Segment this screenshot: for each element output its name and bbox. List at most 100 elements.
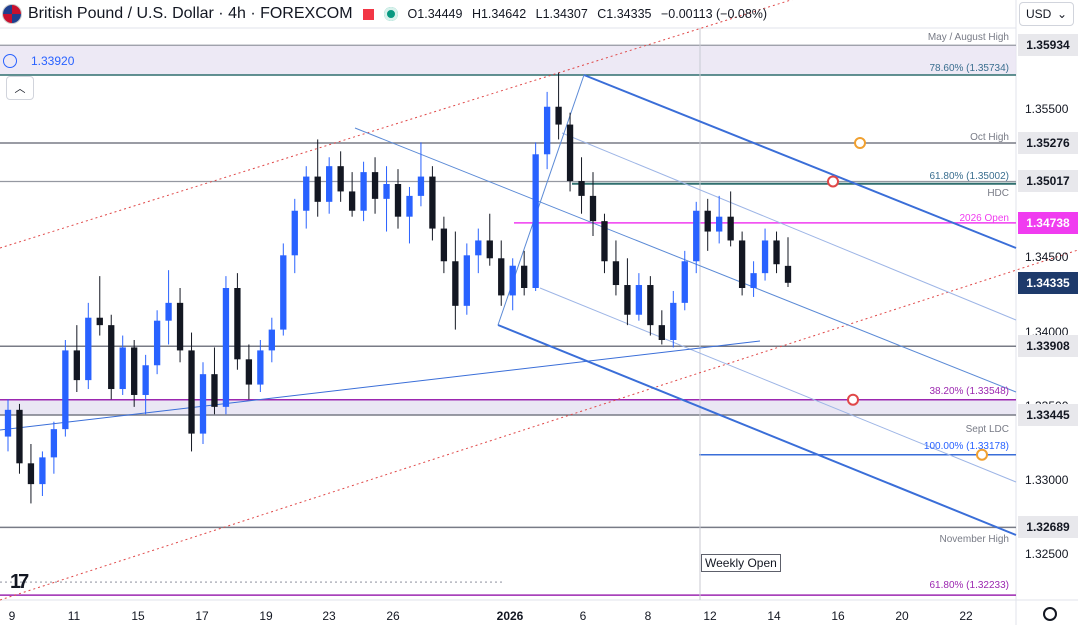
candle-body — [119, 347, 126, 390]
candle-body — [566, 124, 574, 182]
level-annotation: HDC — [987, 188, 1009, 200]
candle-body — [337, 166, 344, 192]
low-label: L — [535, 7, 543, 21]
level-annotation: November High — [939, 534, 1009, 546]
candle-body — [693, 210, 700, 262]
level-annotation: Oct High — [970, 131, 1009, 143]
tradingview-logo-icon[interactable]: 17 — [10, 571, 29, 593]
time-tick-label: 26 — [386, 609, 400, 623]
time-tick-label: 9 — [8, 609, 16, 623]
marker-fib-382 — [847, 393, 859, 406]
marker-oct-high — [854, 136, 866, 149]
descending-channel-mid — [354, 127, 1017, 393]
candle-body — [280, 255, 287, 330]
candle-body — [222, 288, 230, 407]
candle-body — [245, 359, 253, 385]
candle-body — [750, 273, 757, 288]
level-annotation: May / August High — [927, 32, 1009, 44]
dotted-channel-upper — [0, 0, 793, 249]
open-label: O — [407, 7, 418, 21]
descending-channel-lower — [497, 324, 1017, 536]
candle-body — [360, 172, 367, 211]
level-annotation: 78.60% (1.35734) — [929, 62, 1009, 74]
candle-body — [543, 106, 551, 155]
price-badge: 1.33908 — [1018, 335, 1078, 358]
candle-body — [383, 184, 390, 199]
candle-body — [16, 409, 23, 464]
time-tick-label: 22 — [959, 609, 973, 623]
time-tick-label: 6 — [579, 609, 587, 623]
candle-body — [647, 285, 654, 326]
level-annotation: Sept LDC — [965, 424, 1009, 436]
candle-body — [612, 261, 620, 286]
open-value: 1.34449 — [417, 7, 463, 21]
descending-channel-upper — [583, 74, 1017, 249]
close-value: 1.34335 — [606, 7, 652, 21]
time-tick-label: 14 — [767, 609, 781, 623]
currency-selector[interactable]: USD ⌄ — [1019, 2, 1074, 26]
candle-body — [452, 261, 459, 306]
market-status-icon[interactable] — [362, 8, 374, 20]
data-status-icon[interactable] — [383, 7, 398, 21]
candle-body — [624, 285, 631, 315]
candle-body — [635, 285, 643, 315]
resistance-zone — [0, 45, 1016, 75]
high-label: H — [471, 7, 481, 21]
candle-body — [486, 240, 493, 259]
candle-body — [165, 302, 172, 321]
descending-channel-mid-lower — [539, 287, 1017, 483]
time-tick-label: 16 — [831, 609, 845, 623]
candle-body — [716, 216, 723, 232]
candle-body — [475, 240, 482, 256]
candle-body — [727, 216, 734, 241]
collapse-legend-button[interactable]: ︿ — [6, 76, 34, 100]
level-annotation: 2026 Open — [959, 212, 1010, 224]
candle-body — [39, 457, 46, 485]
currency-label: USD — [1026, 7, 1052, 21]
level-annotation: 100.00% (1.33178) — [923, 440, 1009, 452]
symbol-title[interactable]: British Pound / U.S. Dollar · 4h · FOREX… — [28, 5, 353, 22]
candle-body — [532, 154, 539, 288]
level-annotation: 38.20% (1.33548) — [929, 385, 1009, 397]
level-annotation: 61.80% (1.35002) — [929, 170, 1009, 182]
time-tick-label: 17 — [195, 609, 209, 623]
candle-body — [429, 176, 436, 229]
price-tick-label: 1.35500 — [1025, 101, 1069, 116]
low-value: 1.34307 — [542, 7, 588, 21]
candle-body — [761, 240, 769, 274]
candle-body — [4, 409, 12, 437]
time-tick-label: 15 — [131, 609, 145, 623]
candle-body — [153, 320, 161, 366]
change-value: −0.00113 (−0.08%) — [660, 7, 768, 21]
price-tick-label: 1.34500 — [1025, 250, 1069, 265]
price-badge: 1.32689 — [1018, 516, 1078, 539]
candle-body — [326, 166, 333, 202]
level-annotation: 61.80% (1.32233) — [929, 580, 1009, 592]
chevron-down-icon: ⌄ — [1056, 7, 1067, 21]
candle-body — [521, 265, 528, 288]
candle-body — [188, 350, 195, 434]
price-badge: 1.33445 — [1018, 404, 1078, 427]
settings-gear-icon[interactable] — [1043, 607, 1057, 621]
candle-body — [257, 350, 264, 385]
candle-body — [314, 176, 321, 202]
support-zone — [0, 399, 1016, 416]
candle-body — [601, 221, 608, 262]
weekly-open-label: Weekly Open — [701, 554, 781, 572]
price-alert[interactable]: 1.33920 — [3, 52, 74, 69]
candle-body — [509, 265, 516, 296]
candle-body — [142, 365, 149, 395]
candle-body — [578, 181, 585, 196]
candle-body — [406, 195, 413, 217]
candle-body — [394, 184, 402, 217]
time-tick-label: 8 — [644, 609, 652, 623]
candle-body — [211, 374, 218, 407]
price-tick-label: 1.34000 — [1025, 324, 1069, 339]
candle-body — [498, 258, 505, 296]
time-tick-label: 23 — [322, 609, 336, 623]
candle-body — [303, 176, 310, 211]
candle-body — [704, 210, 711, 232]
candle-body — [85, 317, 92, 381]
